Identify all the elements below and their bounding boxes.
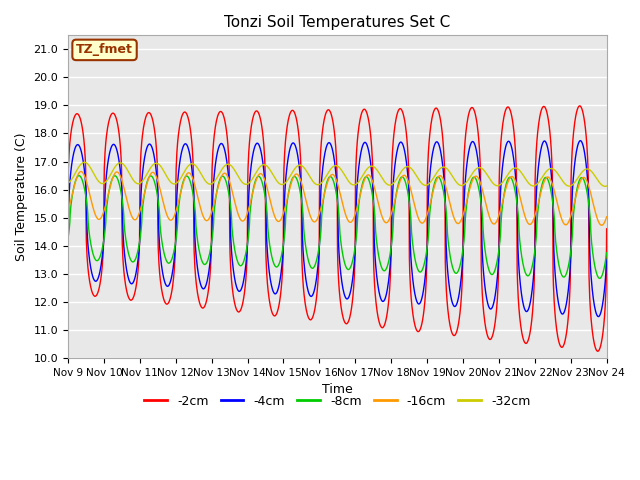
- Y-axis label: Soil Temperature (C): Soil Temperature (C): [15, 132, 28, 261]
- Legend: -2cm, -4cm, -8cm, -16cm, -32cm: -2cm, -4cm, -8cm, -16cm, -32cm: [140, 390, 535, 413]
- Text: TZ_fmet: TZ_fmet: [76, 43, 133, 56]
- X-axis label: Time: Time: [322, 383, 353, 396]
- Title: Tonzi Soil Temperatures Set C: Tonzi Soil Temperatures Set C: [224, 15, 451, 30]
